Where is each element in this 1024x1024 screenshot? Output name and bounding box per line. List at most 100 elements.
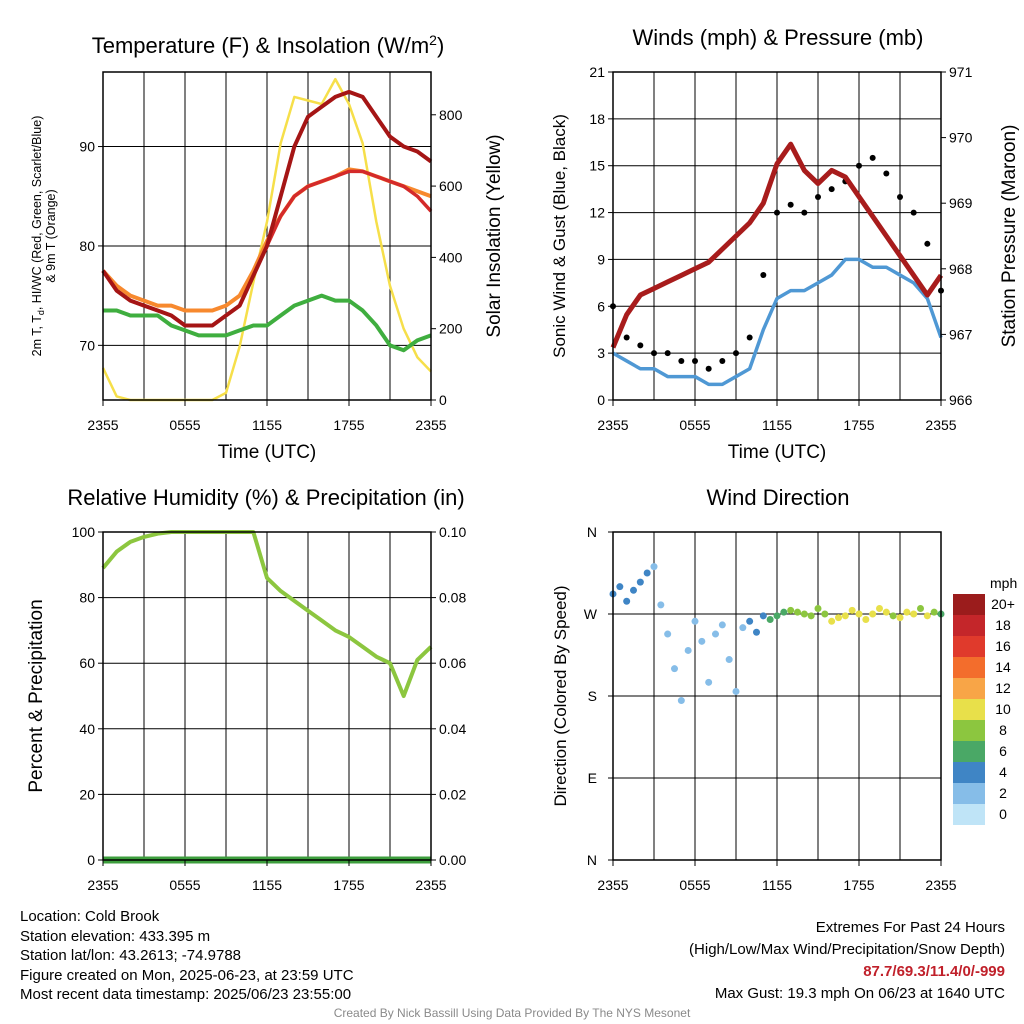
rh-ytick-label: 80 (79, 590, 95, 606)
rh-ytick-label: 60 (79, 655, 95, 671)
direction-point (746, 617, 754, 625)
wind-ytick-label: 3 (597, 345, 605, 361)
legend-label: 20+ (991, 596, 1015, 612)
rh-xtick-label: 2355 (415, 877, 446, 893)
wind-ytick-label: 15 (589, 158, 605, 174)
gust-point (869, 154, 876, 161)
dir-xtick-label: 0555 (679, 877, 710, 893)
temp-ytick-label: 80 (79, 238, 95, 254)
rh-xtick-label: 2355 (87, 877, 118, 893)
direction-point (800, 610, 808, 618)
wind-y2-ytick-label: 967 (949, 326, 973, 342)
direction-point (773, 612, 781, 620)
wind-y2-ytick-label: 971 (949, 64, 973, 80)
legend-title: mph (990, 575, 1017, 591)
temp-ylabel: 2m T, Td, HI/WC (Red, Green, Scarlet/Blu… (30, 116, 46, 357)
gust-point (828, 186, 835, 193)
temp-y2-ytick-label: 200 (439, 321, 463, 337)
direction-point (923, 612, 931, 620)
direction-point (835, 614, 842, 622)
wind-y2label: Station Pressure (Maroon) (999, 125, 1020, 348)
legend-label: 18 (995, 617, 1011, 633)
direction-point (910, 610, 918, 618)
legend-swatch (953, 594, 985, 615)
gust-point (692, 357, 698, 364)
gust-point (910, 209, 917, 216)
wind-xtick-label: 1755 (843, 417, 874, 433)
direction-point (677, 697, 685, 705)
credit-text: Created By Nick Bassill Using Data Provi… (333, 1006, 691, 1020)
gust-point (746, 334, 753, 341)
legend-label: 8 (999, 722, 1007, 738)
legend-swatch (953, 636, 985, 657)
dir-xtick-label: 2355 (925, 877, 956, 893)
dir-title: Wind Direction (706, 485, 849, 510)
rh-frame (102, 532, 432, 860)
rh-y2-ytick-label: 0.02 (439, 786, 466, 802)
gust-point (774, 209, 780, 216)
gust-point (664, 350, 671, 357)
temp-y2label: Solar Insolation (Yellow) (484, 134, 505, 337)
wind-y2-ytick-label: 966 (949, 392, 973, 408)
wind-ytick-label: 21 (589, 64, 605, 80)
direction-point (876, 605, 883, 613)
rh-y2-ytick-label: 0.00 (439, 852, 466, 868)
temp-xtick-label: 1755 (333, 417, 364, 433)
gust-point (623, 334, 630, 341)
direction-point (712, 630, 719, 638)
direction-point (623, 597, 631, 605)
station-info: Location: Cold Brook Station elevation: … (20, 907, 354, 1005)
temp-y2-ytick-label: 400 (439, 249, 463, 265)
wind-ylabel: Sonic Wind & Gust (Blue, Black) (550, 114, 569, 358)
location-text: Location: Cold Brook (20, 908, 160, 925)
wind-ytick-label: 12 (589, 205, 605, 221)
temp-ytick-label: 90 (79, 139, 95, 155)
temp-ylabel-line2: & 9m T (Orange) (44, 189, 58, 282)
legend-swatch (953, 615, 985, 636)
wind-speed-line (612, 257, 943, 387)
direction-point (889, 612, 897, 620)
direction-point (814, 605, 822, 613)
gust-point (678, 357, 685, 364)
direction-point (882, 608, 890, 616)
direction-point (753, 628, 760, 636)
direction-point (698, 637, 706, 645)
gust-point (924, 240, 931, 247)
direction-point (739, 624, 747, 632)
direction-point (657, 601, 665, 609)
rh-xtick-label: 0555 (169, 877, 200, 893)
rh-line (101, 530, 433, 698)
dir-ylabel: Direction (Colored By Speed) (551, 585, 570, 806)
wind-xtick-label: 2355 (925, 417, 956, 433)
temp-ytick-label: 70 (79, 337, 95, 353)
temp-xtick-label: 2355 (415, 417, 446, 433)
rh-y2-ytick-label: 0.10 (439, 524, 466, 540)
wind-ytick-label: 9 (597, 251, 605, 267)
timestamp-text: Most recent data timestamp: 2025/06/23 2… (20, 986, 352, 1003)
wind-title: Winds (mph) & Pressure (mb) (633, 25, 924, 50)
rh-y2-ytick-label: 0.04 (439, 721, 466, 737)
direction-point (684, 646, 692, 654)
direction-point (759, 612, 767, 620)
max-gust-text: Max Gust: 19.3 mph On 06/23 at 1640 UTC (714, 985, 1005, 1002)
extremes-subtitle: (High/Low/Max Wind/Precipitation/Snow De… (689, 941, 1005, 958)
dir-ytick-label: N (587, 852, 597, 868)
legend-label: 0 (999, 806, 1007, 822)
dir-ytick-label: E (588, 770, 597, 786)
wind-frame (612, 72, 942, 400)
wind-ytick-label: 6 (597, 298, 605, 314)
direction-point (643, 569, 651, 577)
temp-xtick-label: 0555 (169, 417, 200, 433)
direction-point (862, 615, 870, 623)
wind-y2-ytick-label: 970 (949, 130, 973, 146)
gust-point (897, 193, 903, 200)
rh-ytick-label: 20 (79, 786, 95, 802)
dewpoint-line (103, 293, 432, 353)
dir-xtick-label: 2355 (597, 877, 628, 893)
dir-ytick-label: W (584, 606, 598, 622)
legend-label: 6 (999, 743, 1007, 759)
gust-point (705, 365, 712, 372)
rh-xtick-label: 1155 (252, 877, 282, 893)
heat-index-line (101, 89, 433, 328)
